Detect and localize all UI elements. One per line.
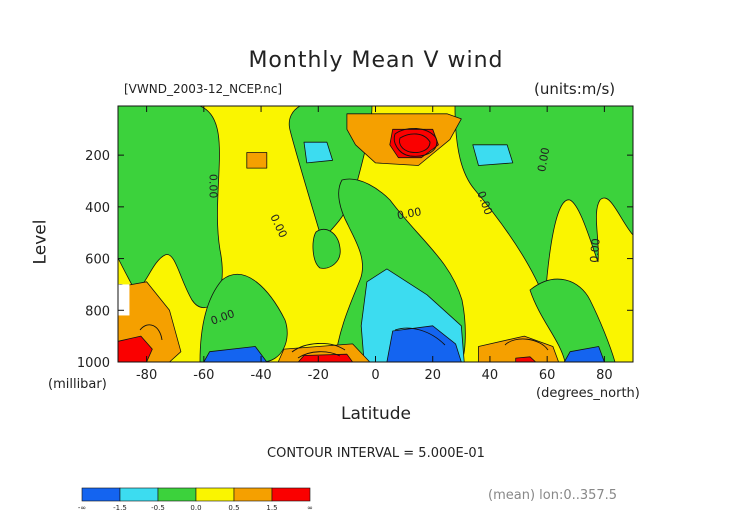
x-tick-label: 40 [482, 368, 499, 383]
contour-label: 0.00 [535, 147, 552, 173]
contour-band-green [199, 274, 288, 363]
colorbar-label: -∞ [78, 504, 86, 512]
colorbar-swatch [233, 487, 273, 502]
file-label: [VWND_2003-12_NCEP.nc] [124, 82, 283, 96]
missing-data-patch [118, 284, 130, 316]
contour-line [291, 343, 346, 353]
units-label: (units:m/s) [534, 80, 616, 98]
x-tick-label: 80 [596, 368, 613, 383]
y-tick-label: 400 [85, 201, 110, 216]
contour-band-green [312, 228, 341, 269]
colorbar-label: 0.0 [190, 504, 201, 512]
contour-line [393, 128, 438, 157]
contour-line [504, 338, 549, 351]
contour-band [386, 325, 462, 363]
contour-label: 0.00 [588, 238, 603, 264]
contour-band [303, 141, 334, 164]
contour-line [394, 327, 446, 346]
x-axis-label: Latitude [341, 404, 411, 424]
colorbar-swatch [157, 487, 197, 502]
x-tick-label: 20 [424, 368, 441, 383]
y-axis-unit: (millibar) [48, 377, 107, 392]
x-tick-label: -40 [250, 368, 271, 383]
contour-band [389, 128, 439, 159]
y-tick-label: 200 [85, 149, 110, 164]
contour-line [399, 133, 431, 153]
colorbar-swatch [271, 487, 311, 502]
contour-band [297, 353, 354, 363]
colorbar-label: -0.5 [151, 504, 165, 512]
contour-label: 0.00 [396, 205, 422, 222]
y-tick-label: 600 [85, 253, 110, 268]
contour-band [472, 144, 514, 166]
colorbar-label: 1.5 [266, 504, 277, 512]
x-tick-label: 0 [371, 368, 379, 383]
footer-note: (mean) lon:0..357.5 [488, 488, 618, 503]
x-tick-label: -80 [136, 368, 157, 383]
x-tick-label: 60 [539, 368, 556, 383]
colorbar-label: -1.5 [113, 504, 127, 512]
colorbar-swatch [195, 487, 235, 502]
contour-band-green [529, 278, 616, 363]
contour-band [246, 152, 268, 169]
x-axis-unit: (degrees_north) [536, 386, 640, 401]
colorbar-swatch [119, 487, 159, 502]
contour-interval-text: CONTOUR INTERVAL = 5.000E-01 [267, 446, 485, 461]
y-tick-label: 800 [85, 304, 110, 319]
colorbar-label: ∞ [307, 504, 313, 512]
y-tick-label: 1000 [77, 356, 110, 371]
contour-label: 0.00 [207, 174, 220, 199]
chart-title: Monthly Mean V wind [248, 48, 504, 73]
colorbar-label: 0.5 [228, 504, 239, 512]
colorbar-swatch [81, 487, 121, 502]
x-tick-label: -20 [308, 368, 329, 383]
contour-line [297, 351, 341, 359]
contour-line [139, 324, 163, 341]
x-tick-label: -60 [193, 368, 214, 383]
